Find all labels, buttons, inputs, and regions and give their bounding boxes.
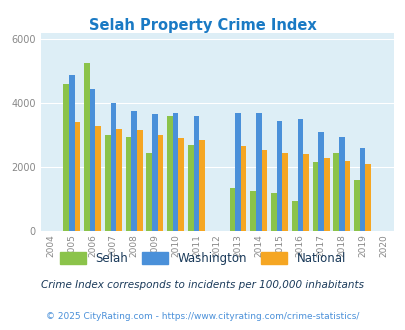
Bar <box>178 138 183 231</box>
Text: Crime Index corresponds to incidents per 100,000 inhabitants: Crime Index corresponds to incidents per… <box>41 280 364 290</box>
Bar <box>157 135 163 231</box>
Bar <box>84 63 90 231</box>
Bar <box>110 103 116 231</box>
Bar <box>271 193 276 231</box>
Bar <box>90 89 95 231</box>
Bar <box>95 126 101 231</box>
Text: Selah Property Crime Index: Selah Property Crime Index <box>89 18 316 33</box>
Bar <box>303 154 308 231</box>
Bar <box>193 116 199 231</box>
Bar <box>250 191 255 231</box>
Text: © 2025 CityRating.com - https://www.cityrating.com/crime-statistics/: © 2025 CityRating.com - https://www.city… <box>46 312 359 321</box>
Bar <box>131 111 136 231</box>
Bar <box>173 113 178 231</box>
Bar <box>240 147 246 231</box>
Bar <box>167 116 173 231</box>
Bar <box>354 180 359 231</box>
Bar <box>199 140 205 231</box>
Bar <box>276 121 281 231</box>
Bar <box>323 157 329 231</box>
Bar <box>333 153 338 231</box>
Bar <box>312 162 318 231</box>
Bar <box>234 113 240 231</box>
Bar <box>318 132 323 231</box>
Bar <box>229 188 234 231</box>
Legend: Selah, Washington, National: Selah, Washington, National <box>56 248 349 269</box>
Bar <box>291 201 297 231</box>
Bar <box>126 137 131 231</box>
Bar <box>136 130 142 231</box>
Bar <box>188 145 193 231</box>
Bar <box>338 137 344 231</box>
Bar <box>261 149 266 231</box>
Bar <box>116 129 121 231</box>
Bar <box>255 113 261 231</box>
Bar <box>75 122 80 231</box>
Bar <box>297 119 303 231</box>
Bar <box>63 84 69 231</box>
Bar <box>281 153 287 231</box>
Bar <box>69 75 75 231</box>
Bar <box>359 148 364 231</box>
Bar <box>152 115 157 231</box>
Bar <box>104 135 110 231</box>
Bar <box>146 153 152 231</box>
Bar <box>344 161 350 231</box>
Bar <box>364 164 370 231</box>
